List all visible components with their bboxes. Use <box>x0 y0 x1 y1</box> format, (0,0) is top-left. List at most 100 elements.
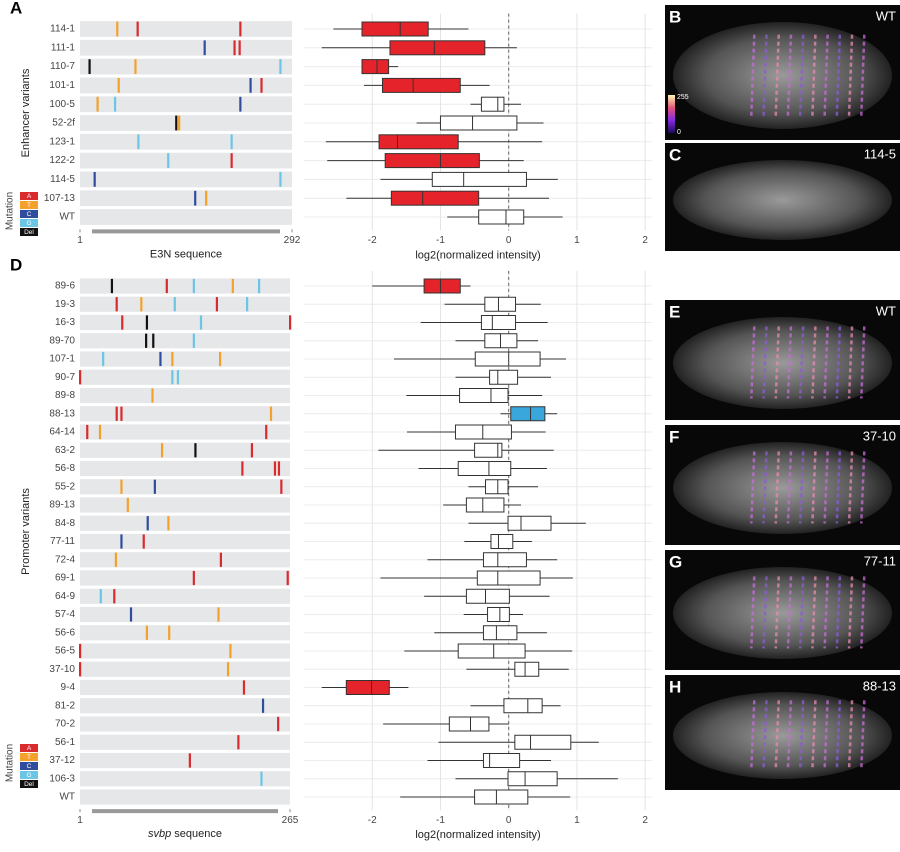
variant-label: 122-2 <box>49 155 75 166</box>
stripe <box>823 576 829 649</box>
mutation <box>239 96 242 112</box>
mutation <box>289 315 292 330</box>
mutation <box>145 333 148 348</box>
variant-label: 100-5 <box>49 99 75 110</box>
box <box>378 134 459 150</box>
y-axis-label: Promoter variants <box>20 488 32 575</box>
image-label: 88-13 <box>863 678 896 693</box>
legend-label: Del <box>24 229 34 236</box>
x-tick-label: -2 <box>368 815 377 826</box>
box <box>490 534 514 549</box>
panel-letter: D <box>10 255 22 274</box>
variant-label: 84-8 <box>55 518 75 529</box>
mutation <box>165 278 168 294</box>
stripe <box>750 700 756 770</box>
box <box>489 369 519 385</box>
legend-swatch <box>20 201 38 209</box>
variant-label: 89-6 <box>55 281 75 292</box>
mutation <box>277 716 280 732</box>
mutation <box>79 643 82 659</box>
image-letter: H <box>669 677 681 696</box>
variant-label: 101-1 <box>49 80 75 91</box>
stripe <box>750 576 756 649</box>
stripe <box>762 326 768 399</box>
box <box>465 588 510 604</box>
stripe <box>798 326 805 399</box>
legend-title: Mutation <box>5 744 16 782</box>
variant-label: 19-3 <box>55 299 75 310</box>
variant-row <box>80 771 290 787</box>
image-letter: E <box>669 302 680 321</box>
stripe <box>786 451 793 524</box>
image-label: 77-11 <box>864 553 896 568</box>
mutation <box>242 680 246 695</box>
embryo <box>673 567 892 659</box>
stripe <box>860 451 866 524</box>
variant-row <box>80 570 290 586</box>
box <box>503 698 543 714</box>
stripe <box>823 451 829 524</box>
stripe <box>762 700 768 770</box>
x-tick-label: 0 <box>506 815 512 826</box>
x-tick-label: 265 <box>282 815 299 826</box>
box <box>457 643 526 659</box>
x-axis-label: svbp sequence <box>148 828 222 840</box>
box <box>439 115 518 131</box>
legend-swatch <box>20 210 38 218</box>
variant-label: 37-12 <box>49 755 75 766</box>
legend-swatch <box>20 753 38 761</box>
legend-label: G <box>26 772 31 779</box>
box <box>482 753 521 768</box>
x-tick-label: 2 <box>642 815 648 826</box>
mutation <box>126 497 129 513</box>
mutation <box>241 461 244 476</box>
mutation <box>246 297 249 312</box>
variant-row <box>80 296 290 312</box>
mutation <box>114 552 117 567</box>
variant-row <box>80 716 290 732</box>
variant-label: 123-1 <box>49 136 75 147</box>
mutation <box>219 552 222 567</box>
variant-label: 72-4 <box>55 554 75 565</box>
mutation <box>257 278 261 294</box>
mutation <box>99 589 102 604</box>
mutation <box>215 297 219 312</box>
stripe <box>774 576 780 649</box>
stripe <box>860 326 866 399</box>
box <box>423 278 461 294</box>
legend-label: Del <box>24 781 34 788</box>
mutation <box>194 443 197 458</box>
image-letter: C <box>669 145 681 164</box>
stripe <box>860 700 866 770</box>
mutation <box>178 115 181 131</box>
box <box>459 388 509 403</box>
sequence-bar <box>92 809 278 814</box>
box <box>487 607 510 622</box>
mutation <box>117 78 120 93</box>
box <box>465 497 505 513</box>
box <box>507 771 558 787</box>
image-label: 114-5 <box>864 146 896 161</box>
variant-label: 56-8 <box>55 463 75 474</box>
box <box>457 461 512 476</box>
embryo <box>673 317 892 409</box>
variant-label: 57-4 <box>55 609 75 620</box>
variant-label: 37-10 <box>49 664 75 675</box>
legend-label: C <box>27 211 32 218</box>
legend-label: T <box>27 202 31 209</box>
box <box>474 442 503 458</box>
embryo <box>673 692 892 779</box>
mutation <box>151 388 154 403</box>
stripe <box>786 326 793 399</box>
variant-row <box>80 752 290 769</box>
stripe <box>835 326 842 399</box>
mutation <box>120 479 123 494</box>
box <box>507 515 552 531</box>
box <box>482 625 518 641</box>
variant-label: WT <box>59 212 75 223</box>
stripe <box>786 576 793 649</box>
variant-row <box>80 515 290 531</box>
mutation <box>113 589 116 604</box>
panel-letter: A <box>10 0 22 17</box>
